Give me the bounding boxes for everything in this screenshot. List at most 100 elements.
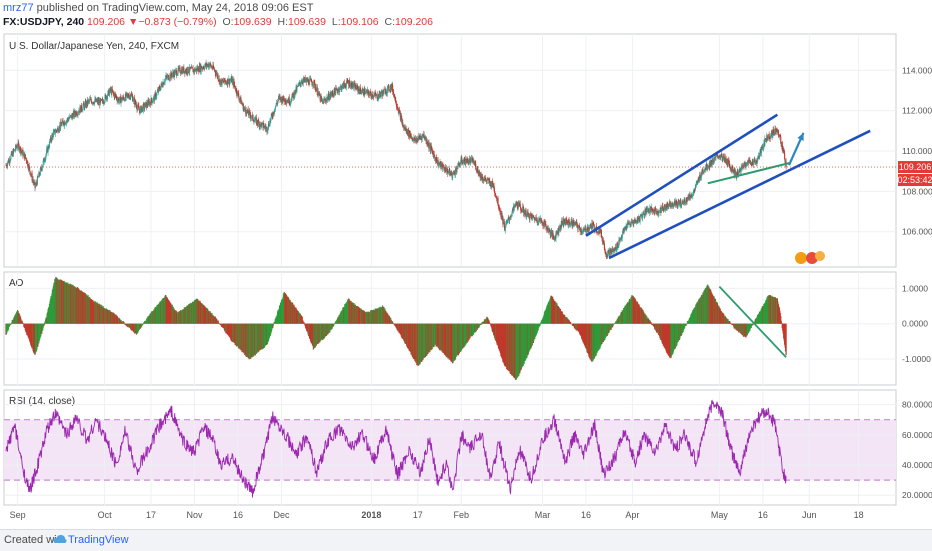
candle-body [506, 222, 508, 224]
time-axis[interactable]: Sep Oct 17 Nov 16 Dec 2018 17 Feb Mar 16 Apr May 16 Ju… [10, 510, 864, 520]
channel-upper-line[interactable] [585, 113, 779, 237]
candle-body [371, 94, 373, 98]
candle-body [759, 151, 761, 156]
ao-drawing-tools[interactable] [718, 285, 787, 358]
candle-body [463, 160, 465, 162]
candle-body [298, 83, 300, 85]
candle-body [442, 163, 444, 167]
candle-body [731, 165, 733, 172]
candle-body [457, 163, 459, 169]
candle-body [309, 78, 312, 80]
candle-body [666, 202, 668, 210]
ao-trendline[interactable] [718, 285, 787, 358]
publisher-username[interactable]: mrz77 [3, 2, 34, 14]
candle-body [428, 145, 430, 149]
candle-body [188, 72, 190, 74]
time-tick-label: Dec [273, 510, 290, 520]
candle-body [447, 171, 449, 174]
candle-body [25, 158, 27, 161]
candle-body [465, 158, 467, 163]
candle-body [496, 197, 498, 198]
tradingview-brand-link[interactable]: TradingView [68, 534, 129, 546]
projection-arrowhead-icon[interactable] [797, 132, 804, 141]
calendar-event-icon[interactable] [795, 251, 825, 264]
candle-body [144, 106, 146, 109]
ao-bar [22, 322, 24, 324]
candle-body [696, 182, 698, 184]
candle-body [526, 213, 528, 217]
candle-body [301, 81, 303, 83]
candle-body [272, 116, 274, 118]
candle-body [266, 130, 269, 133]
candle-body [395, 104, 398, 107]
price-pane[interactable]: U.S. Dollar/Japanese Yen, 240, FXCM 114.… [3, 33, 932, 268]
candle-body [444, 167, 446, 172]
candle-body [183, 67, 185, 73]
candle-body [163, 83, 165, 85]
candle-body [446, 168, 448, 172]
open-label: O: [222, 16, 234, 28]
candle-body [93, 101, 95, 105]
candle-body [410, 133, 412, 137]
candle-body [565, 218, 567, 220]
candle-body [161, 84, 163, 87]
candle-body [254, 120, 256, 121]
candle-body [532, 215, 534, 218]
candle-body [475, 169, 477, 171]
candle-body [248, 111, 250, 116]
rsi-pane[interactable]: RSI (14, close) 80.0000 60.0000 40.0000 20.… [3, 389, 932, 506]
candle-body [562, 218, 564, 226]
candle-body [296, 86, 298, 91]
candle-body [438, 163, 440, 167]
candle-body [37, 176, 39, 178]
candle-body [168, 78, 170, 80]
candle-body [619, 239, 621, 241]
tradingview-cloud-icon[interactable] [53, 534, 67, 544]
candle-body [392, 84, 394, 92]
candle-body [445, 167, 447, 173]
chart-canvas[interactable]: U.S. Dollar/Japanese Yen, 240, FXCM 114.… [0, 0, 932, 529]
ao-pane[interactable]: AO 1.0000 0.0000 -1.0000 [3, 271, 931, 386]
candle-body [585, 231, 588, 233]
candle-body [373, 94, 375, 96]
candle-body [268, 123, 270, 126]
candle-body [276, 103, 278, 105]
candle-body [662, 208, 664, 211]
candle-body [729, 167, 731, 168]
support-trendline[interactable] [707, 162, 790, 185]
candle-body [615, 246, 617, 251]
candle-body [780, 136, 782, 144]
candle-body [657, 213, 660, 215]
ao-bar [729, 321, 731, 324]
candle-body [48, 147, 50, 149]
candle-body [149, 101, 151, 103]
candle-body [171, 74, 173, 78]
candle-body [675, 200, 677, 203]
candle-body [377, 99, 379, 100]
event-flag-us-icon[interactable] [795, 252, 807, 264]
candle-body [191, 66, 193, 68]
candle-body [111, 89, 113, 95]
candle-body [373, 94, 375, 98]
candle-body [715, 155, 717, 158]
price-axis: 114.000 112.000 110.000 108.000 106.000 [902, 65, 932, 236]
event-flag-jp-icon[interactable] [806, 252, 818, 264]
candle-body [691, 196, 693, 198]
candle-body [243, 108, 245, 110]
channel-lower-line[interactable] [608, 129, 871, 260]
candle-body [767, 135, 769, 140]
candle-body [656, 211, 658, 214]
event-flag-eu-icon[interactable] [815, 251, 825, 261]
candle-body [675, 200, 677, 206]
symbol-name[interactable]: FX:USDJPY [3, 16, 61, 28]
candle-body [121, 98, 124, 101]
candle-body [103, 102, 105, 104]
candle-body [289, 102, 291, 104]
candle-body [464, 163, 466, 165]
candle-body [616, 242, 618, 248]
candle-body [541, 222, 544, 225]
candle-body [582, 230, 584, 233]
candle-body [618, 240, 620, 246]
candle-body [177, 73, 179, 76]
drawing-tools[interactable] [585, 113, 871, 260]
